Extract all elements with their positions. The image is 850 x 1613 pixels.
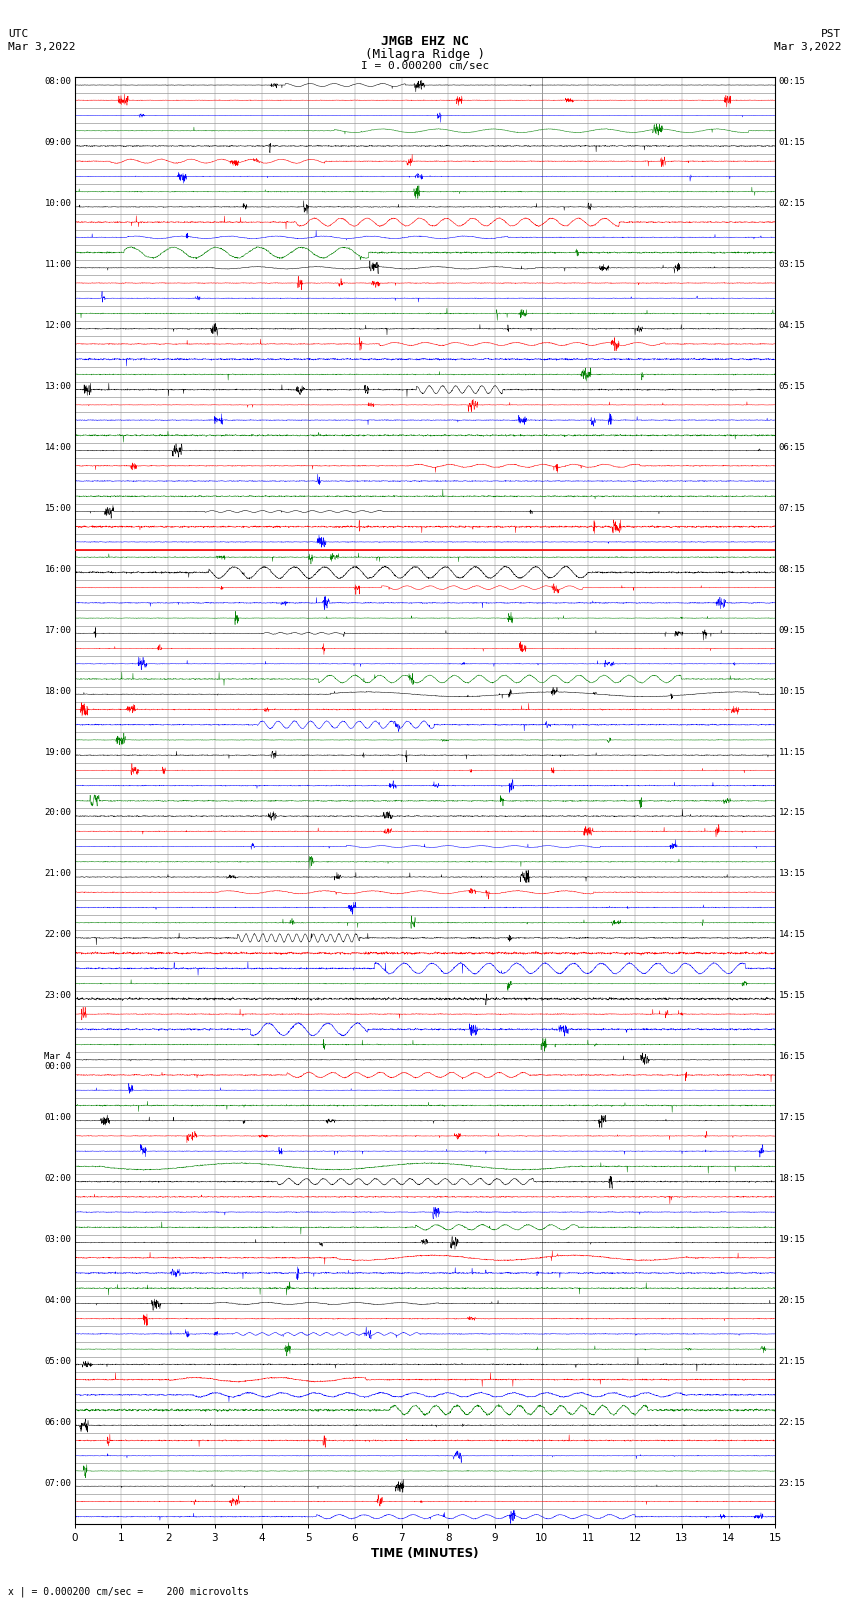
Text: 19:00: 19:00 — [44, 747, 71, 756]
Text: 09:15: 09:15 — [779, 626, 806, 634]
Text: 03:15: 03:15 — [779, 260, 806, 269]
Text: Mar 3,2022: Mar 3,2022 — [774, 42, 842, 52]
Text: 01:15: 01:15 — [779, 139, 806, 147]
Text: PST: PST — [821, 29, 842, 39]
Text: 15:00: 15:00 — [44, 503, 71, 513]
Text: 08:15: 08:15 — [779, 565, 806, 574]
Text: x | = 0.000200 cm/sec =    200 microvolts: x | = 0.000200 cm/sec = 200 microvolts — [8, 1586, 249, 1597]
Text: 13:15: 13:15 — [779, 869, 806, 879]
Text: 13:00: 13:00 — [44, 382, 71, 390]
Text: I = 0.000200 cm/sec: I = 0.000200 cm/sec — [361, 61, 489, 71]
Text: (Milagra Ridge ): (Milagra Ridge ) — [365, 48, 485, 61]
Text: 07:00: 07:00 — [44, 1479, 71, 1487]
Text: 02:15: 02:15 — [779, 200, 806, 208]
Text: 11:00: 11:00 — [44, 260, 71, 269]
Text: 11:15: 11:15 — [779, 747, 806, 756]
Text: 20:15: 20:15 — [779, 1295, 806, 1305]
Text: 12:15: 12:15 — [779, 808, 806, 818]
Text: UTC: UTC — [8, 29, 29, 39]
Text: 05:00: 05:00 — [44, 1357, 71, 1366]
Text: 10:15: 10:15 — [779, 687, 806, 695]
Text: JMGB EHZ NC: JMGB EHZ NC — [381, 35, 469, 48]
Text: Mar 3,2022: Mar 3,2022 — [8, 42, 76, 52]
Text: 18:00: 18:00 — [44, 687, 71, 695]
Text: 17:00: 17:00 — [44, 626, 71, 634]
X-axis label: TIME (MINUTES): TIME (MINUTES) — [371, 1547, 479, 1560]
Text: 06:00: 06:00 — [44, 1418, 71, 1426]
Text: 20:00: 20:00 — [44, 808, 71, 818]
Text: 21:00: 21:00 — [44, 869, 71, 879]
Text: 12:00: 12:00 — [44, 321, 71, 331]
Text: 05:15: 05:15 — [779, 382, 806, 390]
Text: Mar 4
00:00: Mar 4 00:00 — [44, 1052, 71, 1071]
Text: 16:15: 16:15 — [779, 1052, 806, 1061]
Text: 16:00: 16:00 — [44, 565, 71, 574]
Text: 18:15: 18:15 — [779, 1174, 806, 1182]
Text: 08:00: 08:00 — [44, 77, 71, 87]
Text: 03:00: 03:00 — [44, 1236, 71, 1244]
Text: 14:15: 14:15 — [779, 931, 806, 939]
Text: 19:15: 19:15 — [779, 1236, 806, 1244]
Text: 01:00: 01:00 — [44, 1113, 71, 1123]
Text: 02:00: 02:00 — [44, 1174, 71, 1182]
Text: 04:15: 04:15 — [779, 321, 806, 331]
Text: 22:15: 22:15 — [779, 1418, 806, 1426]
Text: 09:00: 09:00 — [44, 139, 71, 147]
Text: 23:15: 23:15 — [779, 1479, 806, 1487]
Text: 06:15: 06:15 — [779, 444, 806, 452]
Text: 00:15: 00:15 — [779, 77, 806, 87]
Text: 15:15: 15:15 — [779, 992, 806, 1000]
Text: 07:15: 07:15 — [779, 503, 806, 513]
Text: 17:15: 17:15 — [779, 1113, 806, 1123]
Text: 10:00: 10:00 — [44, 200, 71, 208]
Text: 21:15: 21:15 — [779, 1357, 806, 1366]
Text: 23:00: 23:00 — [44, 992, 71, 1000]
Text: 22:00: 22:00 — [44, 931, 71, 939]
Text: 14:00: 14:00 — [44, 444, 71, 452]
Text: 04:00: 04:00 — [44, 1295, 71, 1305]
